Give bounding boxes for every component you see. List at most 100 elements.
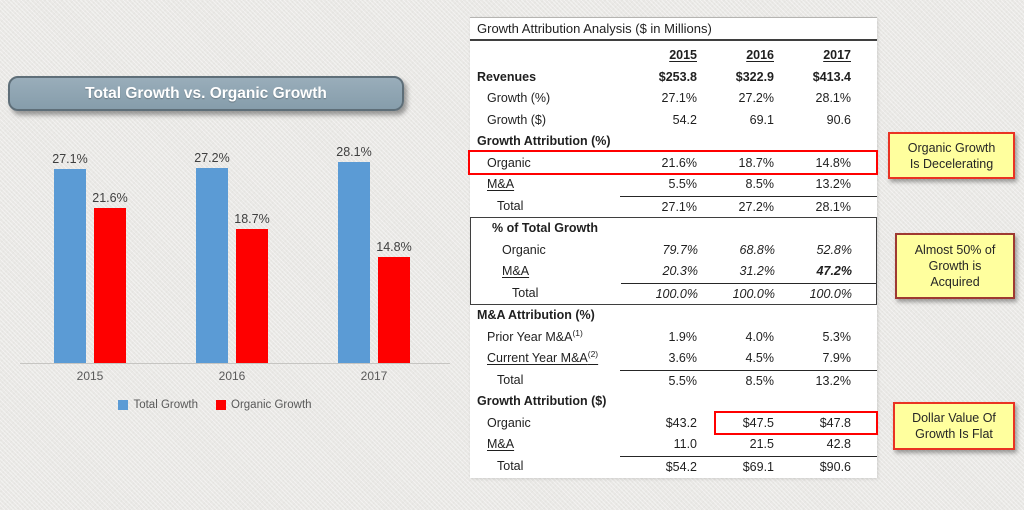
row-spacer — [851, 434, 877, 456]
row-label-text: Growth (%) — [487, 91, 551, 105]
cell-value: 18.7% — [738, 155, 774, 170]
cell-value: 79.7% — [662, 242, 698, 257]
table-row: Organic $43.2 $47.5 $47.8 — [470, 410, 878, 435]
bar-value-label: 14.8% — [376, 240, 412, 254]
bar-value-label: 27.2% — [194, 151, 230, 165]
column-header-text: 2015 — [669, 48, 697, 62]
cell-value — [697, 131, 774, 153]
table-body: Revenues $253.8 $322.9 $413.4 Growth (%) 27.1… — [468, 67, 878, 479]
cell-value: $69.1 — [697, 455, 774, 479]
row-spacer — [851, 45, 877, 67]
table-row: % of Total Growth — [471, 218, 876, 240]
table-title: Growth Attribution Analysis ($ in Millio… — [470, 17, 877, 41]
row-spacer — [852, 261, 876, 283]
cell-value — [698, 218, 775, 240]
cell-value: 28.1% — [815, 91, 851, 105]
row-label: Growth Attribution ($) — [470, 391, 620, 413]
attribution-table: Growth Attribution Analysis ($ in Millio… — [468, 17, 878, 479]
bar-wrap: 14.8% — [376, 240, 412, 363]
footnote-marker: (2) — [587, 348, 599, 359]
row-label: % of Total Growth — [471, 218, 621, 240]
row-label-text: Total — [497, 198, 524, 213]
row-spacer — [851, 174, 877, 196]
cell-value: 14.8% — [815, 155, 851, 170]
row-label: Revenues — [470, 67, 620, 89]
bar-value-label: 27.1% — [52, 152, 88, 166]
row-label: Current Year M&A(2) — [470, 348, 620, 370]
table-row: Current Year M&A(2) 3.6% 4.5% 7.9% — [470, 348, 877, 370]
cell-value — [620, 131, 697, 153]
cell-value: 100.0% — [621, 282, 698, 305]
cell-value: 100.0% — [698, 282, 775, 305]
cell-value: 27.1% — [620, 195, 697, 219]
cell-value: 21.5 — [749, 437, 774, 451]
table-row: Total 5.5% 8.5% 13.2% — [470, 369, 877, 393]
table-header-row: 2015 2016 2017 — [470, 45, 877, 67]
bar-wrap: 27.2% — [194, 151, 230, 363]
cell-value — [697, 391, 774, 413]
column-header: 2016 — [697, 45, 774, 67]
bar-value-label: 18.7% — [234, 212, 270, 226]
cell-value: 4.5% — [745, 351, 775, 365]
cell-value: $47.8 — [819, 415, 851, 430]
row-spacer — [852, 282, 876, 305]
row-spacer — [852, 240, 876, 262]
row-spacer — [851, 369, 877, 393]
cell-value — [775, 218, 852, 240]
bar-wrap: 28.1% — [336, 145, 372, 363]
row-label: Organic — [470, 153, 620, 175]
row-spacer — [851, 153, 877, 175]
bar-chart: 27.1% 21.6% 27.2% 18.7% 28.1% 14.8% 2015 2016 2… — [20, 140, 450, 411]
cell-value: $54.2 — [620, 455, 697, 479]
bar-value-label: 21.6% — [92, 191, 128, 205]
row-label-text: Prior Year M&A(1) — [487, 327, 583, 344]
cell-value: 31.2% — [739, 264, 775, 278]
column-header-text: 2017 — [823, 48, 851, 62]
bar-organic-growth-2015 — [94, 208, 126, 363]
cell-value: 27.2% — [697, 195, 774, 219]
cell-value: 27.1% — [661, 91, 697, 105]
cell-value: 69.1 — [749, 112, 774, 127]
cell-value: 7.9% — [822, 351, 852, 365]
row-label-text: Current Year M&A(2) — [487, 348, 599, 365]
table-row: Revenues $253.8 $322.9 $413.4 — [470, 67, 877, 89]
table-row: Total 27.1% 27.2% 28.1% — [470, 195, 877, 219]
row-label: Growth ($) — [470, 110, 620, 132]
bar-wrap: 18.7% — [234, 212, 270, 363]
cell-value: 28.1% — [774, 195, 851, 219]
cell-value: 13.2% — [774, 369, 851, 393]
cell-value: 52.8% — [816, 242, 852, 257]
row-spacer — [851, 110, 877, 132]
cell-value: 11.0 — [673, 437, 697, 451]
table-row: Total $54.2 $69.1 $90.6 — [470, 455, 877, 479]
column-header-text: 2016 — [746, 48, 774, 62]
row-label-text: M&A — [487, 437, 515, 451]
cell-value: $413.4 — [812, 69, 851, 84]
row-label-text: Total — [497, 372, 524, 387]
table-row: Organic 21.6% 18.7% 14.8% — [468, 149, 878, 175]
cell-value: 3.6% — [668, 351, 698, 365]
chart-plot: 27.1% 21.6% 27.2% 18.7% 28.1% 14.8% — [20, 140, 450, 364]
legend-swatch — [118, 400, 129, 410]
row-spacer — [851, 88, 877, 110]
bar-total-growth-2016 — [196, 168, 228, 363]
legend-label: Organic Growth — [231, 399, 312, 411]
callout-box-2: Almost 50% of Growth is Acquired — [895, 233, 1015, 299]
row-spacer — [851, 327, 877, 349]
legend-label: Total Growth — [133, 399, 199, 411]
table-row: M&A 11.0 21.5 42.8 — [470, 434, 877, 456]
table-row: Organic 79.7% 68.8% 52.8% — [471, 240, 876, 262]
cell-value: 90.6 — [826, 112, 851, 127]
table-row: Total 100.0% 100.0% 100.0% — [471, 282, 876, 305]
chart-title: Total Growth vs. Organic Growth — [8, 76, 404, 111]
cell-value: 54.2 — [672, 112, 697, 127]
chart-legend: Total Growth Organic Growth — [20, 399, 450, 411]
row-label-text: M&A — [487, 177, 515, 191]
callout-box-3: Dollar Value Of Growth Is Flat — [893, 402, 1015, 450]
row-label-text: Organic — [502, 242, 546, 257]
bar-organic-growth-2017 — [378, 257, 410, 363]
bar-total-growth-2017 — [338, 162, 370, 363]
row-spacer — [852, 218, 876, 240]
bar-value-label: 28.1% — [336, 145, 372, 159]
row-label: M&A — [470, 434, 620, 456]
